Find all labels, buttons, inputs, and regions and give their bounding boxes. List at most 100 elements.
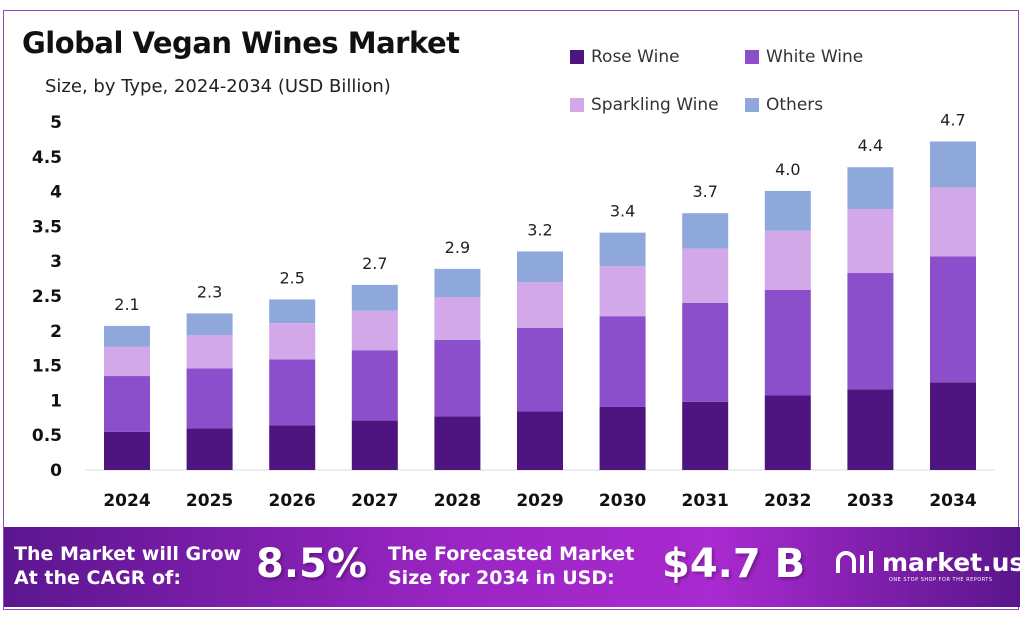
bar-segment-others xyxy=(269,299,316,324)
bar-segment-white-wine xyxy=(269,359,316,426)
x-tick-label: 2024 xyxy=(103,491,150,511)
bar-segment-rose-wine xyxy=(682,401,729,470)
bar-total-label: 4.4 xyxy=(858,136,883,155)
y-tick-label: 0 xyxy=(50,461,62,481)
bar-segment-others xyxy=(351,284,398,311)
logo-tagline: ONE STOP SHOP FOR THE REPORTS xyxy=(889,577,993,583)
bar-segment-white-wine xyxy=(930,256,976,383)
bar-total-label: 3.7 xyxy=(692,182,717,201)
x-tick-label: 2033 xyxy=(847,491,894,511)
bar-segment-sparkling-wine xyxy=(599,266,646,317)
bar-total-label: 2.1 xyxy=(114,295,139,314)
legend-sparkling-wine: Sparkling Wine xyxy=(570,95,719,115)
bar-segment-rose-wine xyxy=(930,382,976,470)
legend-swatch-sparkling-wine xyxy=(570,98,584,112)
y-tick-label: 1.5 xyxy=(32,357,62,377)
bar-segment-sparkling-wine xyxy=(847,209,894,274)
legend-label: Rose Wine xyxy=(591,47,680,67)
legend-label: Others xyxy=(766,95,824,115)
bar-segment-white-wine xyxy=(764,289,811,396)
bar-segment-others xyxy=(764,190,811,231)
bar-total-label: 2.7 xyxy=(362,254,387,273)
bar-total-label: 4.7 xyxy=(940,110,965,129)
bar-segment-others xyxy=(930,141,976,188)
bar-segment-sparkling-wine xyxy=(682,248,729,303)
y-tick-label: 4.5 xyxy=(32,148,62,168)
bar-segment-others xyxy=(682,213,729,249)
bar-segment-others xyxy=(186,313,233,335)
market-us-logo: market.us ONE STOP SHOP FOR THE REPORTS xyxy=(834,547,1024,583)
forecast-value: $4.7 B xyxy=(662,541,806,587)
chart-title: Global Vegan Wines Market xyxy=(22,26,460,60)
x-tick-label: 2027 xyxy=(351,491,398,511)
logo-mark-icon xyxy=(836,551,873,573)
y-tick-label: 3.5 xyxy=(32,217,62,237)
y-tick-label: 0.5 xyxy=(32,426,62,446)
bar-total-label: 3.2 xyxy=(527,220,552,239)
bar-segment-rose-wine xyxy=(186,428,233,470)
bar-segment-sparkling-wine xyxy=(269,323,316,360)
cagr-label-line2: At the CAGR of: xyxy=(14,567,181,589)
bar-segment-others xyxy=(434,268,481,298)
bar-segment-sparkling-wine xyxy=(764,230,811,290)
y-tick-label: 1 xyxy=(50,391,62,411)
legend-others: Others xyxy=(745,95,823,115)
legend-rose-wine: Rose Wine xyxy=(570,47,680,67)
forecast-label-line2: Size for 2034 in USD: xyxy=(388,567,615,589)
bar-segment-rose-wine xyxy=(269,425,316,470)
y-tick-label: 4 xyxy=(50,183,62,203)
bar-segment-others xyxy=(104,325,150,347)
bar-segment-others xyxy=(847,167,894,209)
y-tick-label: 2 xyxy=(50,322,62,342)
bar-segment-sparkling-wine xyxy=(351,310,398,351)
bar-segment-white-wine xyxy=(434,339,481,417)
bar-segment-sparkling-wine xyxy=(434,297,481,340)
bar-total-label: 3.4 xyxy=(610,202,635,221)
forecast-label: The Forecasted Market Size for 2034 in U… xyxy=(388,542,634,590)
x-tick-label: 2028 xyxy=(434,491,481,511)
y-tick-label: 3 xyxy=(50,252,62,272)
x-tick-label: 2030 xyxy=(599,491,646,511)
bar-segment-others xyxy=(599,232,646,267)
x-tick-label: 2032 xyxy=(764,491,811,511)
chart-frame xyxy=(3,10,1019,610)
bar-segment-rose-wine xyxy=(599,406,646,470)
bar-segment-sparkling-wine xyxy=(930,187,976,257)
footer-banner: The Market will Grow At the CAGR of: 8.5… xyxy=(4,527,1024,607)
bar-segment-sparkling-wine xyxy=(104,346,150,377)
forecast-label-line1: The Forecasted Market xyxy=(388,543,635,565)
bar-segment-sparkling-wine xyxy=(517,282,563,329)
legend-label: White Wine xyxy=(766,47,864,67)
bar-segment-rose-wine xyxy=(517,411,563,470)
bar-segment-rose-wine xyxy=(104,431,150,470)
legend-swatch-rose-wine xyxy=(570,50,584,64)
stacked-bar-chart: 0 0.5 1 1.5 2 2.5 3 3.5 4 4.5 5 2.1 2024 2.3 2025 2.5 20… xyxy=(32,110,995,511)
legend-swatch-others xyxy=(745,98,759,112)
x-tick-label: 2034 xyxy=(929,491,976,511)
bar-segment-others xyxy=(517,251,563,283)
logo-text: market.us xyxy=(882,547,1024,577)
x-tick-label: 2026 xyxy=(269,491,316,511)
bar-total-label: 2.5 xyxy=(279,268,304,287)
cagr-label: The Market will Grow At the CAGR of: xyxy=(14,542,241,590)
x-tick-label: 2025 xyxy=(186,491,233,511)
y-tick-label: 5 xyxy=(50,113,62,133)
legend-label: Sparkling Wine xyxy=(591,95,719,115)
legend-white-wine: White Wine xyxy=(745,47,863,67)
bar-segment-white-wine xyxy=(682,302,729,402)
bar-segment-rose-wine xyxy=(434,416,481,470)
bar-segment-white-wine xyxy=(104,376,150,432)
y-tick-label: 2.5 xyxy=(32,287,62,307)
bar-segment-sparkling-wine xyxy=(186,334,233,369)
x-tick-label: 2029 xyxy=(516,491,563,511)
bar-segment-white-wine xyxy=(351,350,398,421)
bar-total-label: 2.3 xyxy=(197,282,222,301)
bar-total-label: 4.0 xyxy=(775,160,800,179)
cagr-label-line1: The Market will Grow xyxy=(14,543,242,565)
cagr-value: 8.5% xyxy=(256,541,367,587)
bar-segment-rose-wine xyxy=(351,420,398,470)
chart-subtitle: Size, by Type, 2024-2034 (USD Billion) xyxy=(45,76,391,97)
bar-segment-white-wine xyxy=(186,368,233,429)
bar-segment-rose-wine xyxy=(847,389,894,470)
bar-segment-white-wine xyxy=(599,316,646,407)
